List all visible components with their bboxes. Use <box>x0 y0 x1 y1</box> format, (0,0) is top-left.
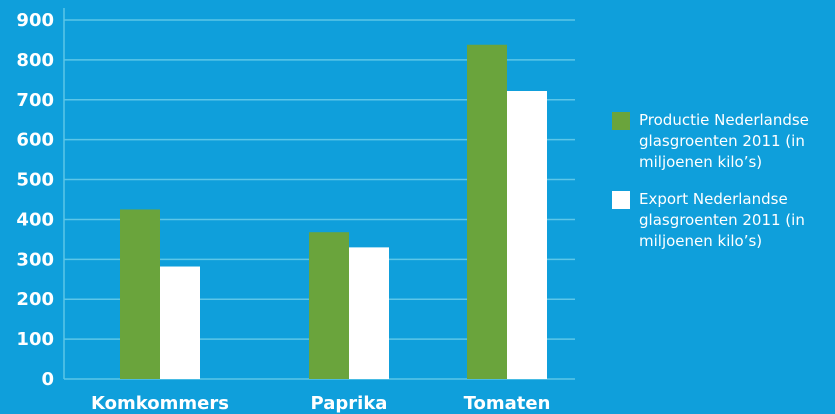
bar-tomaten-export <box>507 91 547 379</box>
y-tick-label-500: 500 <box>16 170 54 191</box>
bar-komkommers-productie <box>120 209 160 379</box>
y-tick-labels: 0 100 200 300 400 500 600 700 800 900 <box>16 10 54 390</box>
y-tick-label-200: 200 <box>16 289 54 310</box>
category-labels: Komkommers Paprika Tomaten <box>91 393 550 414</box>
category-label-paprika: Paprika <box>311 393 388 414</box>
y-tick-label-100: 100 <box>16 329 54 350</box>
legend-swatch-export <box>612 191 630 209</box>
y-tick-label-300: 300 <box>16 249 54 270</box>
legend-label-export: Export Nederlandse glasgroenten 2011 (in… <box>639 190 805 250</box>
legend-label-productie: Productie Nederlandse glasgroenten 2011 … <box>639 111 809 171</box>
bars <box>120 44 547 379</box>
y-tick-label-900: 900 <box>16 10 54 31</box>
legend-item-export: Export Nederlandse glasgroenten 2011 (in… <box>612 189 835 252</box>
y-tick-label-0: 0 <box>41 369 54 390</box>
legend-swatch-productie <box>612 112 630 130</box>
category-label-komkommers: Komkommers <box>91 393 229 414</box>
y-tick-label-400: 400 <box>16 209 54 230</box>
category-label-tomaten: Tomaten <box>464 393 551 414</box>
bar-paprika-export <box>349 247 389 379</box>
y-tick-label-800: 800 <box>16 50 54 71</box>
legend-item-productie: Productie Nederlandse glasgroenten 2011 … <box>612 110 835 173</box>
bar-paprika-productie <box>309 232 349 379</box>
bar-komkommers-export <box>160 266 200 379</box>
y-tick-label-700: 700 <box>16 90 54 111</box>
legend: Productie Nederlandse glasgroenten 2011 … <box>612 110 835 268</box>
y-tick-label-600: 600 <box>16 130 54 151</box>
bar-tomaten-productie <box>467 44 507 379</box>
